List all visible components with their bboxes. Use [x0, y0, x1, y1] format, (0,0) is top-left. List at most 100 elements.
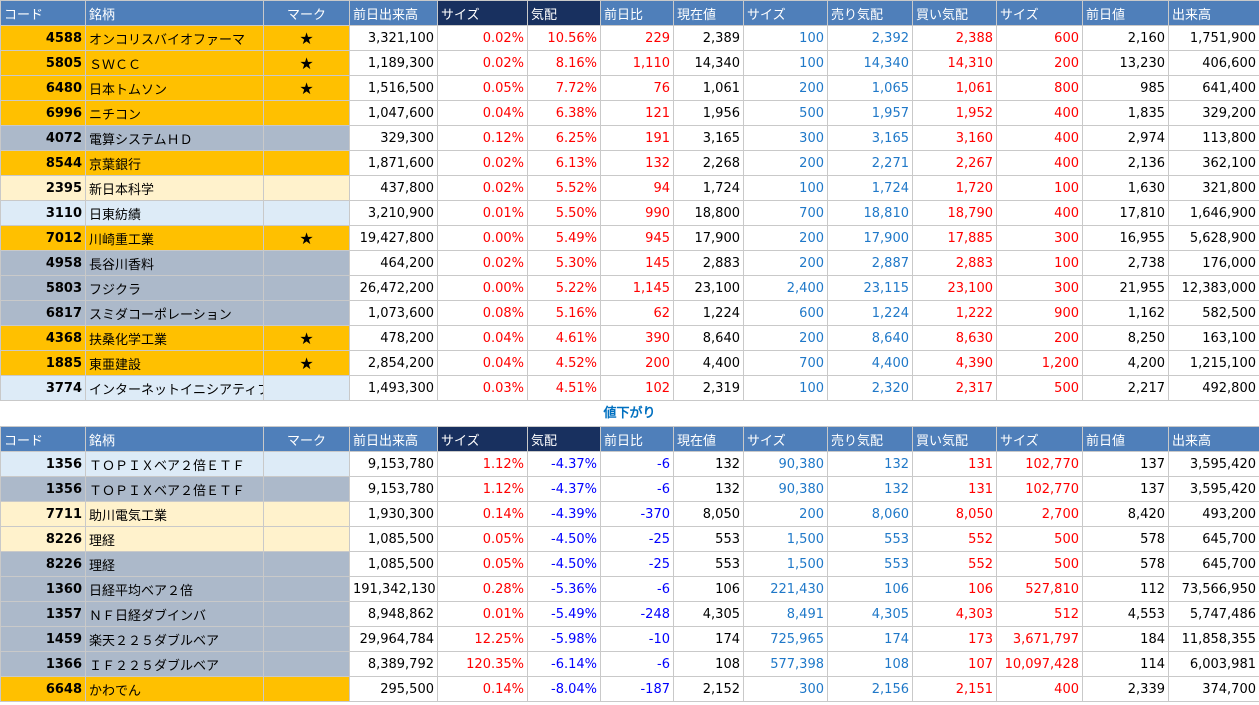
header-bid-size[interactable]: サイズ	[743, 426, 828, 452]
table-row[interactable]: 1459 楽天２２５ダブルベア 29,964,784 12.25% -5.98% -10 1…	[0, 626, 1259, 652]
table-row[interactable]: 3774 インターネットイニシアティブ 1,493,300 0.03% 4.51% 102…	[0, 375, 1259, 401]
cell-prev-vol: 9,153,780	[349, 476, 438, 502]
cell-quote: 10.56%	[527, 25, 601, 51]
cell-price: 1,224	[673, 300, 744, 326]
header-change[interactable]: 前日比	[600, 0, 674, 26]
cell-bid: 2,883	[912, 250, 997, 276]
header-bid[interactable]: 買い気配	[912, 0, 997, 26]
cell-ask: 553	[827, 551, 913, 577]
header-price[interactable]: 現在値	[673, 0, 744, 26]
table-row[interactable]: 5803 フジクラ 26,472,200 0.00% 5.22% 1,145 23,100 2…	[0, 275, 1259, 301]
header-name[interactable]: 銘柄	[85, 426, 264, 452]
table-row[interactable]: 4588 オンコリスバイオファーマ ★ 3,321,100 0.02% 10.56% 229…	[0, 25, 1259, 51]
header-prev-volume[interactable]: 前日出来高	[349, 426, 438, 452]
header-prev-close[interactable]: 前日値	[1082, 0, 1169, 26]
table-row[interactable]: 8226 理経 1,085,500 0.05% -4.50% -25 553 1,500 553…	[0, 526, 1259, 552]
cell-price: 2,883	[673, 250, 744, 276]
table-row[interactable]: 1360 日経平均ベア２倍 191,342,130 0.28% -5.36% -6 106 2…	[0, 576, 1259, 602]
header-change[interactable]: 前日比	[600, 426, 674, 452]
star-mark-icon	[263, 250, 350, 276]
header-prev-close[interactable]: 前日値	[1082, 426, 1169, 452]
cell-size3: 800	[996, 75, 1083, 101]
header-size[interactable]: サイズ	[437, 426, 528, 452]
table-row[interactable]: 1357 ＮＦ日経ダブインバ 8,948,862 0.01% -5.49% -248 4,3…	[0, 601, 1259, 627]
cell-prev: 114	[1082, 651, 1169, 677]
cell-size1: 0.04%	[437, 350, 528, 376]
header-code[interactable]: コード	[0, 426, 86, 452]
table-row[interactable]: 5805 ＳＷＣＣ ★ 1,189,300 0.02% 8.16% 1,110 14,340 1…	[0, 50, 1259, 76]
stock-code: 7711	[0, 501, 86, 527]
header-bid-size[interactable]: サイズ	[743, 0, 828, 26]
stock-name: 扶桑化学工業	[85, 325, 264, 351]
header-code[interactable]: コード	[0, 0, 86, 26]
table-row[interactable]: 7711 助川電気工業 1,930,300 0.14% -4.39% -370 8,050 2…	[0, 501, 1259, 527]
cell-vol: 5,747,486	[1168, 601, 1259, 627]
cell-vol: 406,600	[1168, 50, 1259, 76]
cell-prev: 21,955	[1082, 275, 1169, 301]
table-row[interactable]: 1366 ＩＦ２２５ダブルベア 8,389,792 120.35% -6.14% -6 10…	[0, 651, 1259, 677]
table-row[interactable]: 1885 東亜建設 ★ 2,854,200 0.04% 4.52% 200 4,400 700 4…	[0, 350, 1259, 376]
header-ask[interactable]: 売り気配	[827, 0, 913, 26]
header-mark[interactable]: マーク	[263, 0, 350, 26]
cell-prev: 17,810	[1082, 200, 1169, 226]
table-row[interactable]: 4072 電算システムＨＤ 329,300 0.12% 6.25% 191 3,165 300…	[0, 125, 1259, 151]
star-mark-icon	[263, 651, 350, 677]
stock-name: スミダコーポレーション	[85, 300, 264, 326]
header-bid[interactable]: 買い気配	[912, 426, 997, 452]
cell-quote: 7.72%	[527, 75, 601, 101]
header-price[interactable]: 現在値	[673, 426, 744, 452]
stock-name: 日東紡績	[85, 200, 264, 226]
table-row[interactable]: 6817 スミダコーポレーション 1,073,600 0.08% 5.16% 62 1,22…	[0, 300, 1259, 326]
cell-prev: 2,217	[1082, 375, 1169, 401]
table-row[interactable]: 8226 理経 1,085,500 0.05% -4.50% -25 553 1,500 553…	[0, 551, 1259, 577]
header-ask[interactable]: 売り気配	[827, 426, 913, 452]
cell-price: 8,640	[673, 325, 744, 351]
table-row[interactable]: 8544 京葉銀行 1,871,600 0.02% 6.13% 132 2,268 200 2,…	[0, 150, 1259, 176]
cell-change: -370	[600, 501, 674, 527]
table-row[interactable]: 7012 川崎重工業 ★ 19,427,800 0.00% 5.49% 945 17,900 2…	[0, 225, 1259, 251]
cell-quote: 5.49%	[527, 225, 601, 251]
cell-price: 4,305	[673, 601, 744, 627]
table-row[interactable]: 1356 ＴＯＰＩＸベア２倍ＥＴＦ 9,153,780 1.12% -4.37% -6 13…	[0, 451, 1259, 477]
star-mark-icon	[263, 200, 350, 226]
cell-size1: 0.02%	[437, 250, 528, 276]
stock-name: ＩＦ２２５ダブルベア	[85, 651, 264, 677]
header-volume[interactable]: 出来高	[1168, 426, 1259, 452]
cell-size1: 0.14%	[437, 676, 528, 702]
cell-size1: 12.25%	[437, 626, 528, 652]
header-quote[interactable]: 気配	[527, 426, 601, 452]
table-row[interactable]: 3110 日東紡績 3,210,900 0.01% 5.50% 990 18,800 700 1…	[0, 200, 1259, 226]
header-name[interactable]: 銘柄	[85, 0, 264, 26]
cell-size1: 0.01%	[437, 200, 528, 226]
table-row[interactable]: 4958 長谷川香料 464,200 0.02% 5.30% 145 2,883 200 2,8…	[0, 250, 1259, 276]
star-mark-icon	[263, 576, 350, 602]
header-ask-size[interactable]: サイズ	[996, 426, 1083, 452]
header-prev-volume[interactable]: 前日出来高	[349, 0, 438, 26]
table-row[interactable]: 2395 新日本科学 437,800 0.02% 5.52% 94 1,724 100 1,72…	[0, 175, 1259, 201]
cell-vol: 374,700	[1168, 676, 1259, 702]
cell-vol: 5,628,900	[1168, 225, 1259, 251]
cell-prev-vol: 1,871,600	[349, 150, 438, 176]
header-ask-size[interactable]: サイズ	[996, 0, 1083, 26]
header-quote[interactable]: 気配	[527, 0, 601, 26]
cell-prev: 578	[1082, 526, 1169, 552]
cell-prev-vol: 295,500	[349, 676, 438, 702]
table-row[interactable]: 6996 ニチコン 1,047,600 0.04% 6.38% 121 1,956 500 1,…	[0, 100, 1259, 126]
cell-price: 132	[673, 476, 744, 502]
gainers-body: 4588 オンコリスバイオファーマ ★ 3,321,100 0.02% 10.56% 229…	[0, 25, 1259, 401]
table-row[interactable]: 6480 日本トムソン ★ 1,516,500 0.05% 7.72% 76 1,061 200…	[0, 75, 1259, 101]
header-volume[interactable]: 出来高	[1168, 0, 1259, 26]
header-mark[interactable]: マーク	[263, 426, 350, 452]
table-row[interactable]: 4368 扶桑化学工業 ★ 478,200 0.04% 4.61% 390 8,640 200 8…	[0, 325, 1259, 351]
cell-size3: 10,097,428	[996, 651, 1083, 677]
table-row[interactable]: 1356 ＴＯＰＩＸベア２倍ＥＴＦ 9,153,780 1.12% -4.37% -6 13…	[0, 476, 1259, 502]
stock-name: 長谷川香料	[85, 250, 264, 276]
header-size[interactable]: サイズ	[437, 0, 528, 26]
cell-quote: 6.13%	[527, 150, 601, 176]
cell-size3: 500	[996, 526, 1083, 552]
cell-change: -25	[600, 551, 674, 577]
losers-table: コード 銘柄 マーク 前日出来高 サイズ 気配 前日比 現在値 サイズ 売り気配 買い気配 サイズ 前日…	[0, 426, 1259, 702]
table-row[interactable]: 6648 かわでん 295,500 0.14% -8.04% -187 2,152 300 2,…	[0, 676, 1259, 702]
star-mark-icon	[263, 375, 350, 401]
cell-ask: 4,400	[827, 350, 913, 376]
